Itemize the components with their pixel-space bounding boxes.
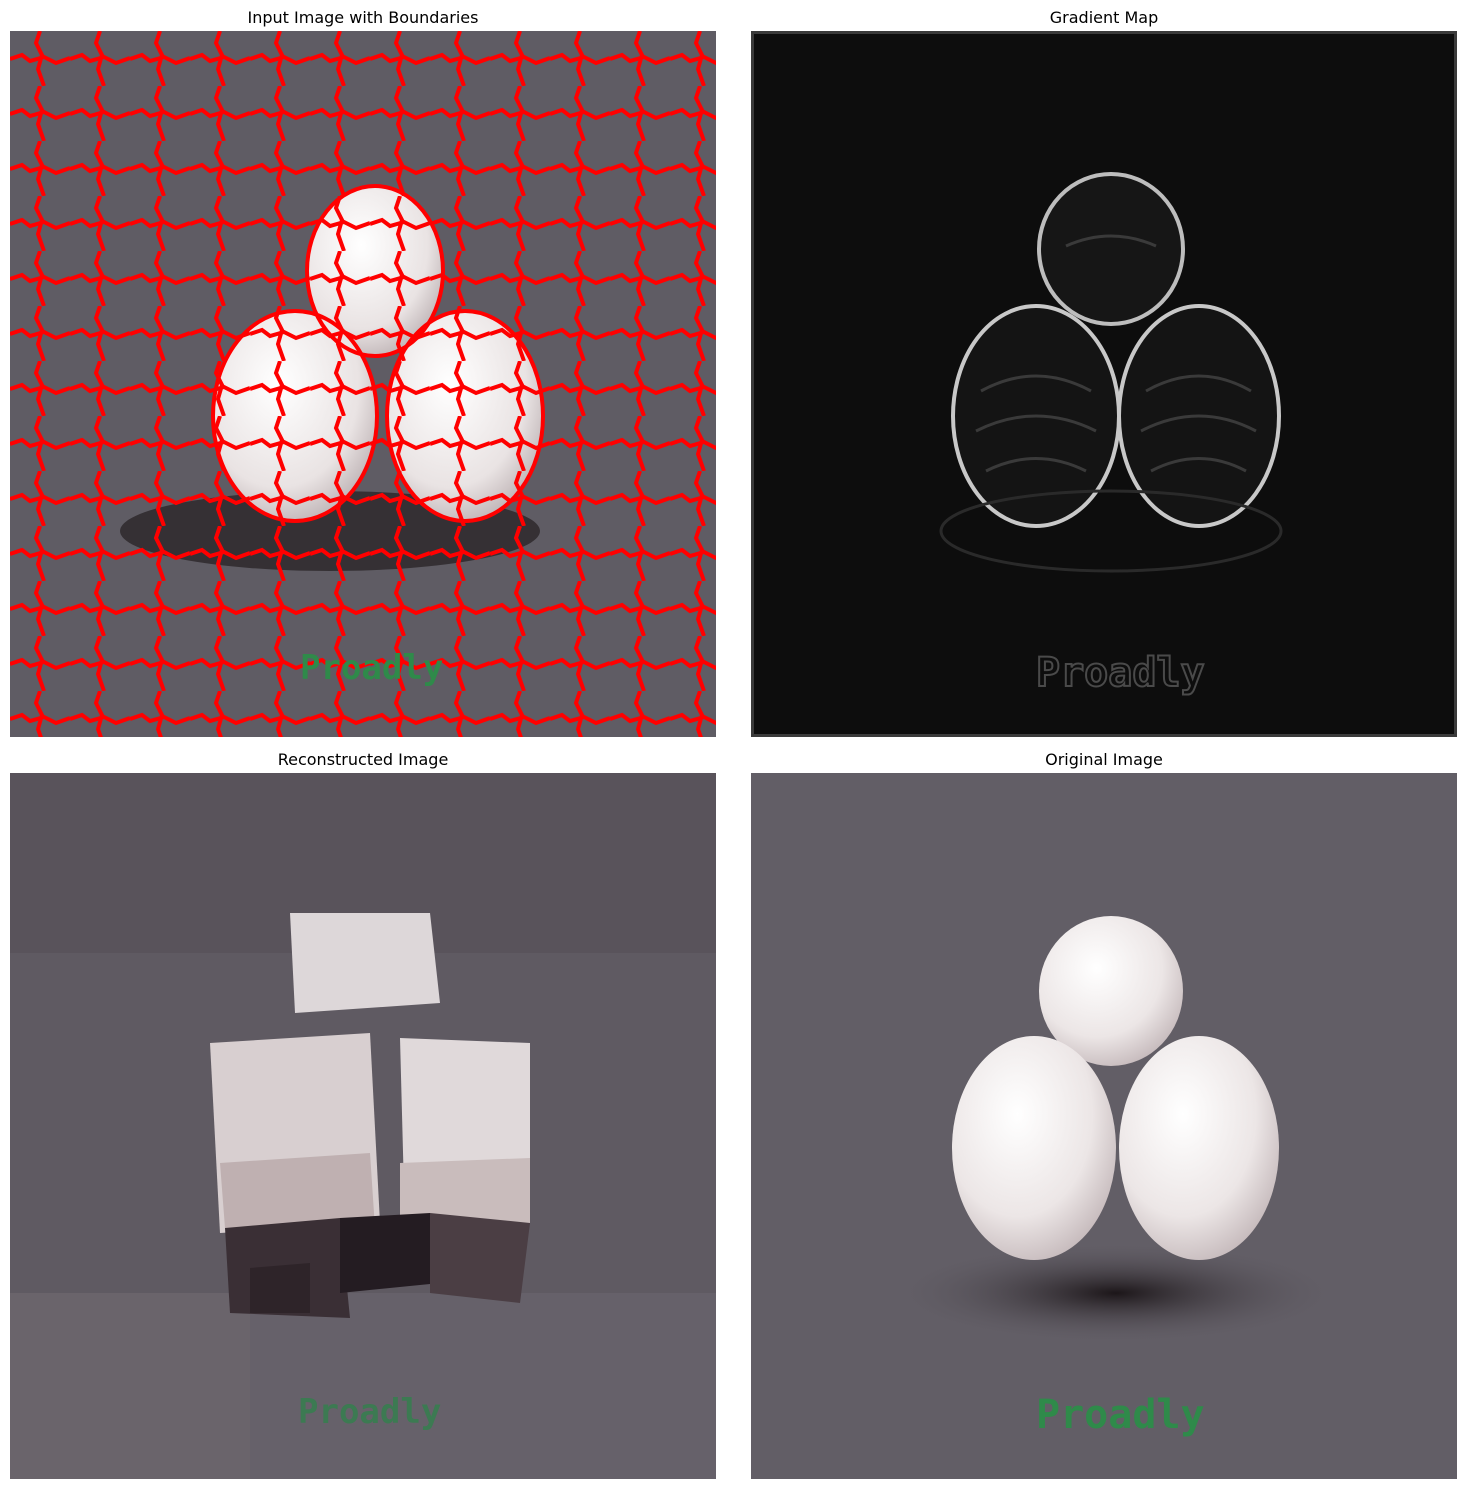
reconstructed-canvas: Proadly [10, 773, 716, 1479]
watermark-text: Proadly [300, 648, 443, 688]
panel-title: Original Image [1045, 750, 1163, 769]
panel-title: Reconstructed Image [277, 750, 449, 769]
panel-reconstructed: Reconstructed Image Proadly [10, 742, 716, 1489]
panel-title: Input Image with Boundaries [247, 8, 479, 27]
panel-original: Original Image Proadly [751, 742, 1457, 1489]
watermark-text: Proadly [1036, 650, 1205, 696]
watermark-text: Proadly [1036, 1392, 1205, 1438]
gradient-map-canvas: Proadly [751, 31, 1457, 737]
panel-input-boundaries: Input Image with Boundaries Proadly [10, 0, 716, 740]
panel-gradient-map: Gradient Map Proadly [751, 0, 1457, 740]
watermark-text: Proadly [298, 1392, 441, 1432]
panel-title: Gradient Map [1049, 8, 1159, 27]
original-canvas: Proadly [751, 773, 1457, 1479]
original-image: Proadly [751, 773, 1457, 1479]
boundaries-image: Proadly [10, 31, 716, 737]
reconstructed-image: Proadly [10, 773, 716, 1479]
boundaries-image-canvas: Proadly [10, 31, 716, 737]
gradient-map-image: Proadly [751, 31, 1457, 737]
